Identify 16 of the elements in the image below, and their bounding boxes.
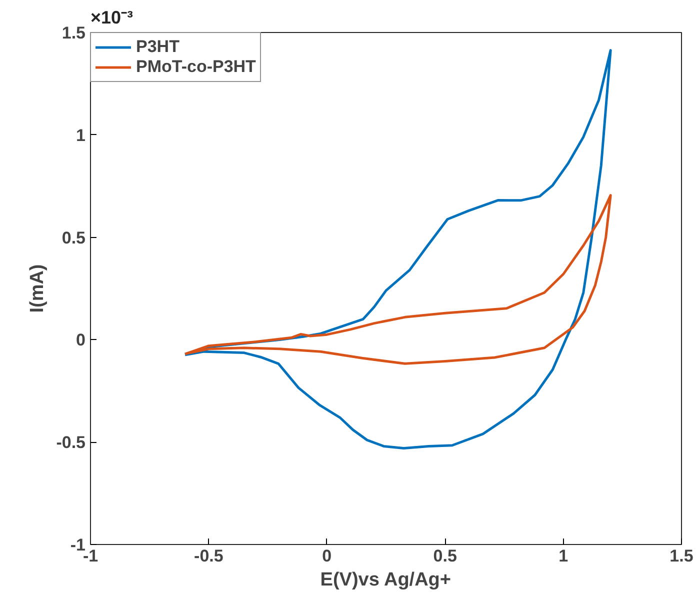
x-axis-title: E(V)vs Ag/Ag+	[320, 570, 452, 590]
legend-label: P3HT	[136, 37, 180, 57]
x-tick-label: 1	[558, 546, 568, 566]
y-tick-label: 0	[76, 330, 86, 350]
y-tick-label: -0.5	[56, 433, 86, 452]
y-tick-label: 1.5	[62, 24, 86, 42]
text: ×10⁻³	[90, 8, 134, 28]
x-tick-label: 0.5	[433, 546, 457, 566]
x-tick-label: -0.5	[194, 546, 224, 566]
y-axis-title: I(mA)	[27, 264, 48, 313]
legend-label: PMoT-co-P3HT	[136, 57, 256, 77]
x-tick-label: 0	[322, 546, 332, 566]
line-series	[184, 194, 612, 365]
y-tick-label: 1	[76, 126, 86, 145]
y-tick-label: 0.5	[62, 228, 86, 248]
x-tick-label: 1.5	[670, 546, 694, 566]
